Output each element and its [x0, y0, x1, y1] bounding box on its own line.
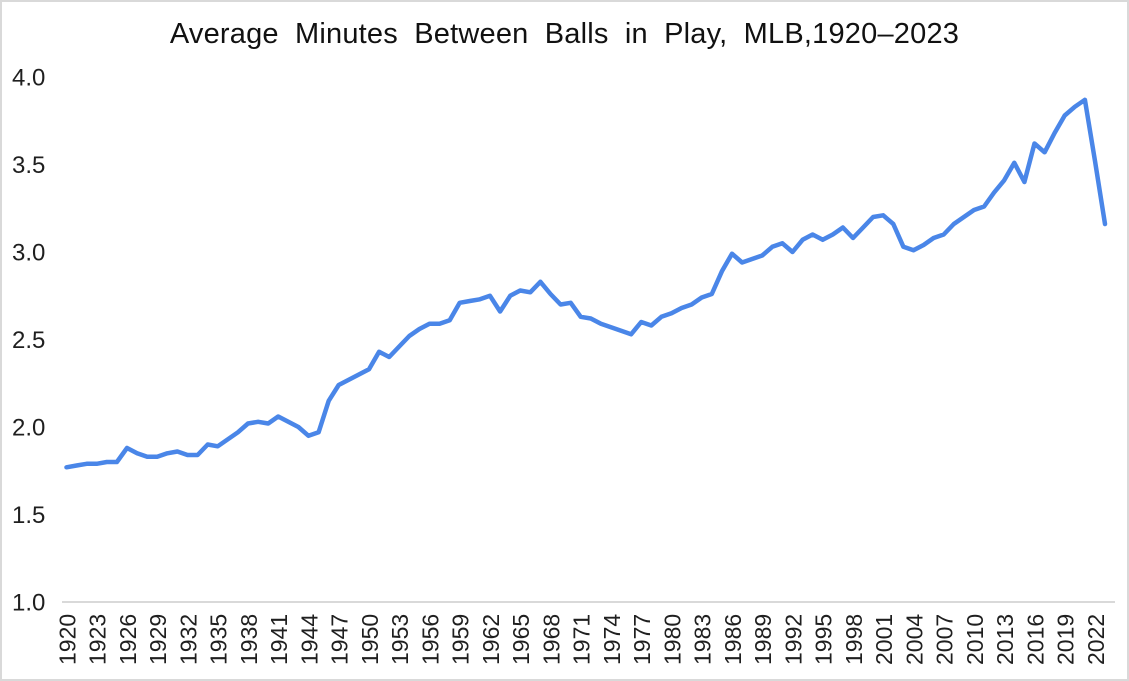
x-tick-label: 1962: [478, 614, 504, 665]
x-tick-label: 1998: [841, 614, 867, 665]
x-tick-label: 2016: [1022, 614, 1048, 665]
y-tick-label: 3.5: [12, 152, 45, 179]
x-tick-label: 1968: [538, 614, 564, 665]
x-tick-label: 2001: [871, 614, 897, 665]
chart-title: Average Minutes Between Balls in Play, M…: [169, 18, 960, 50]
x-tick-label: 1944: [296, 614, 322, 665]
x-tick-label: 1953: [387, 614, 413, 665]
x-tick-label: 1920: [55, 614, 81, 665]
x-tick-label: 1986: [720, 614, 746, 665]
x-tick-label: 1977: [629, 614, 655, 665]
x-tick-label: 2007: [932, 614, 958, 665]
x-tick-label: 1935: [206, 614, 232, 665]
x-tick-label: 1929: [145, 614, 171, 665]
x-tick-label: 2004: [901, 614, 927, 665]
x-tick-label: 1995: [811, 614, 837, 665]
x-tick-label: 1941: [266, 614, 292, 665]
y-axis-tick-labels: 1.0 1.5 2.0 2.5 3.0 3.5 4.0: [12, 65, 45, 617]
x-tick-label: 1938: [236, 614, 262, 665]
x-tick-label: 1971: [569, 614, 595, 665]
y-tick-label: 2.0: [12, 415, 45, 442]
data-series-line: [64, 97, 1108, 470]
x-tick-label: 2013: [992, 614, 1018, 665]
x-tick-label: 1965: [508, 614, 534, 665]
x-tick-label: 1923: [85, 614, 111, 665]
x-tick-label: 1989: [750, 614, 776, 665]
x-tick-label: 1950: [357, 614, 383, 665]
x-axis-tick-labels: 1920 1923 1926 1929 1932 1935 1938 1941 1944 1947…: [55, 614, 1109, 665]
x-tick-label: 1956: [417, 614, 443, 665]
x-tick-label: 2010: [962, 614, 988, 665]
y-tick-label: 1.5: [12, 502, 45, 529]
x-tick-label: 1983: [690, 614, 716, 665]
x-tick-label: 2019: [1053, 614, 1079, 665]
x-tick-label: 1980: [659, 614, 685, 665]
y-tick-label: 2.5: [12, 327, 45, 354]
x-tick-label: 1926: [115, 614, 141, 665]
x-tick-label: 1974: [599, 614, 625, 665]
y-tick-label: 3.0: [12, 240, 45, 267]
x-tick-label: 1992: [780, 614, 806, 665]
x-tick-label: 2022: [1083, 614, 1109, 665]
y-tick-label: 1.0: [12, 590, 45, 617]
x-tick-label: 1932: [175, 614, 201, 665]
x-tick-label: 1959: [448, 614, 474, 665]
y-tick-label: 4.0: [12, 65, 45, 92]
x-tick-label: 1947: [327, 614, 353, 665]
